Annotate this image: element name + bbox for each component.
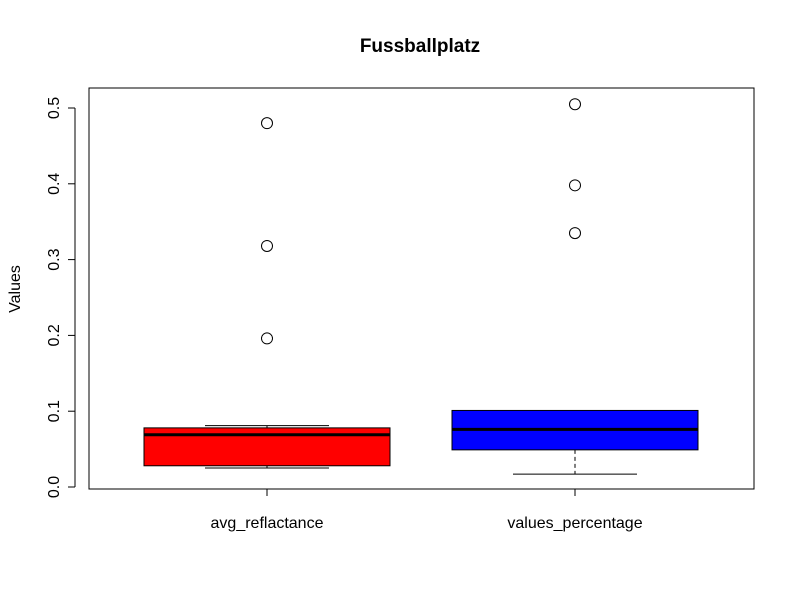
y-tick-label: 0.0	[46, 476, 63, 498]
y-tick-label: 0.3	[46, 248, 63, 270]
chart-title: Fussballplatz	[360, 36, 480, 57]
x-tick-label: avg_reflactance	[211, 515, 324, 532]
outlier-point	[261, 239, 273, 252]
outlier-point	[569, 98, 581, 111]
y-tick-label: 0.2	[46, 324, 63, 346]
y-tick-label: 0.4	[46, 173, 63, 195]
y-tick-label: 0.1	[46, 400, 63, 422]
x-tick-label: values_percentage	[507, 515, 642, 532]
outlier-point	[569, 227, 581, 240]
plot-area: 0.0 0.1 0.2 0.3 0.4 0.5 avg_reflactance values_…	[46, 87, 755, 532]
y-tick-label: 0.5	[46, 97, 63, 119]
outlier-point	[261, 117, 273, 130]
y-axis-label: Values	[7, 265, 24, 313]
outlier-point	[569, 179, 581, 192]
outlier-point	[261, 332, 273, 345]
